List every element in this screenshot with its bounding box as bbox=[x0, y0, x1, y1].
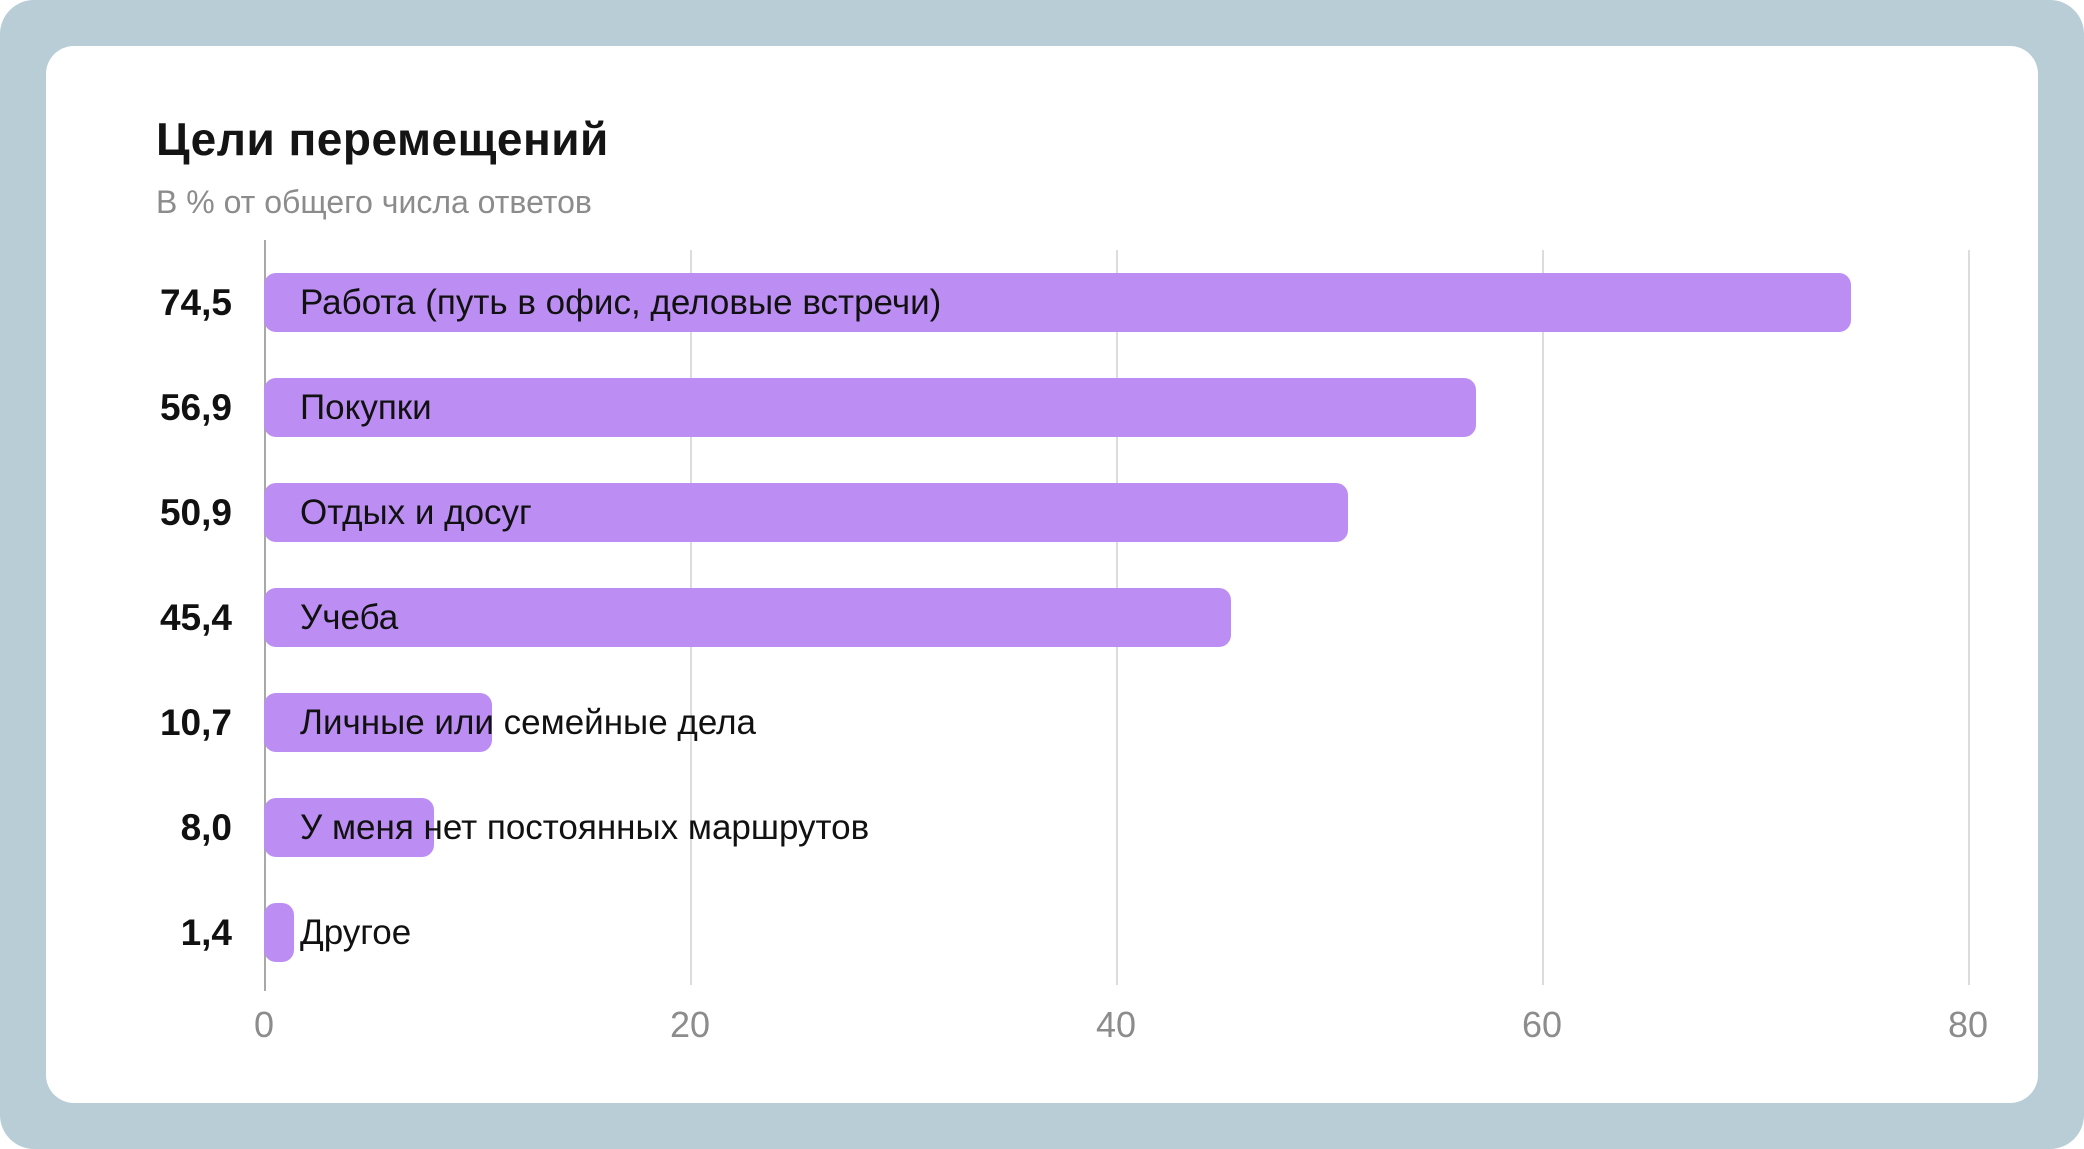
bar-value-label: 50,9 bbox=[159, 492, 232, 533]
x-axis: 0 20 40 60 80 bbox=[254, 1004, 1988, 1054]
gridline bbox=[1542, 250, 1544, 985]
bar-value-label: 56,9 bbox=[159, 387, 232, 428]
bar-row: 50,9 Отдых и досуг bbox=[160, 460, 1968, 565]
chart-title: Цели перемещений bbox=[156, 113, 609, 165]
bar bbox=[264, 798, 435, 857]
x-tick-label: 80 bbox=[1947, 1004, 1989, 1045]
bar bbox=[264, 273, 1851, 332]
bar-category-label: Учеба bbox=[300, 598, 399, 637]
bar-value-label: 8,0 bbox=[180, 807, 232, 848]
bar-value-label: 74,5 bbox=[159, 282, 232, 323]
x-tick-label: 20 bbox=[669, 1004, 711, 1045]
chart-subtitle: В % от общего числа ответов bbox=[156, 184, 592, 220]
bar-row: 56,9 Покупки bbox=[160, 355, 1968, 460]
bar-row: 1,4 Другое bbox=[181, 880, 1968, 985]
bar-category-label: Личные или семейные дела bbox=[300, 703, 757, 742]
bar bbox=[264, 588, 1232, 647]
bar bbox=[264, 378, 1476, 437]
bar-row: 8,0 У меня нет постоянных маршрутов bbox=[181, 775, 1968, 880]
bar-category-label: Покупки bbox=[300, 388, 432, 427]
plot-area: 74,5 Работа (путь в офис, деловые встречи… bbox=[160, 240, 1970, 991]
gridline bbox=[1968, 250, 1970, 985]
x-tick-label: 60 bbox=[1521, 1004, 1563, 1045]
bar-category-label: У меня нет постоянных маршрутов bbox=[300, 808, 870, 847]
x-tick-label: 0 bbox=[253, 1004, 275, 1045]
chart-card: Цели перемещений В % от общего числа отв… bbox=[46, 46, 2038, 1103]
bar-value-label: 10,7 bbox=[159, 702, 232, 743]
bar bbox=[264, 693, 492, 752]
bar-row: 45,4 Учеба bbox=[160, 565, 1968, 670]
bar-value-label: 45,4 bbox=[159, 597, 232, 638]
bar-row: 74,5 Работа (путь в офис, деловые встречи… bbox=[160, 250, 1968, 355]
bar-value-label: 1,4 bbox=[180, 912, 232, 953]
bar-category-label: Отдых и досуг bbox=[300, 493, 532, 532]
bar-category-label: Работа (путь в офис, деловые встречи) bbox=[300, 283, 942, 322]
bar-row: 10,7 Личные или семейные дела bbox=[160, 670, 1968, 775]
x-tick-label: 40 bbox=[1095, 1004, 1137, 1045]
bar-category-label: Другое bbox=[300, 913, 412, 952]
bar bbox=[264, 483, 1349, 542]
bar bbox=[264, 903, 294, 962]
